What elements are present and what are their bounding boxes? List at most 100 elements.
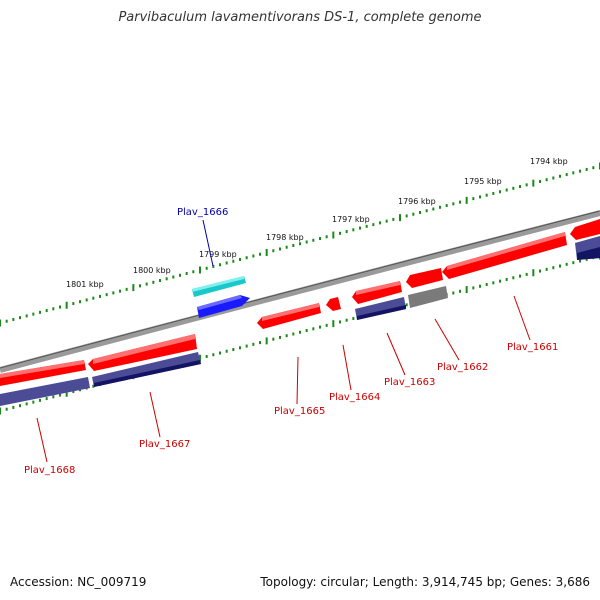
scale-dot	[492, 281, 495, 285]
scale-dot	[25, 402, 28, 406]
gene-label-plav-1668: Plav_1668	[24, 465, 75, 476]
scale-major-tick	[199, 354, 201, 362]
position-tick-label: 1794 kbp	[530, 157, 568, 166]
position-tick-label: 1797 kbp	[332, 215, 370, 224]
scale-dot	[512, 186, 515, 190]
scale-dot	[505, 188, 508, 192]
scale-dot	[245, 256, 248, 260]
scale-major-tick	[332, 320, 335, 328]
position-tick-label: 1795 kbp	[464, 177, 502, 186]
scale-dot	[319, 237, 321, 241]
scale-dot	[492, 191, 495, 195]
scale-dot	[312, 238, 315, 242]
scale-dot	[79, 300, 81, 304]
scale-dot	[325, 235, 328, 239]
scale-dot	[585, 257, 588, 261]
scale-dot	[419, 210, 421, 214]
gene-label-plav-1662: Plav_1662	[437, 362, 488, 373]
scale-dot	[12, 405, 15, 409]
accession-text: Accession: NC_009719	[10, 575, 147, 589]
gene-plav-1662-shadow	[408, 286, 448, 308]
scale-dot	[412, 212, 415, 216]
scale-major-tick	[465, 196, 468, 204]
scale-dot	[445, 204, 448, 208]
gene-plav-1668-shadow	[0, 377, 90, 406]
scale-dot	[472, 197, 475, 201]
scale-dot	[459, 200, 461, 204]
gene-plav-1662[interactable]	[406, 268, 443, 288]
scale-dot	[505, 277, 508, 281]
scale-dot	[252, 342, 255, 346]
scale-dot	[539, 269, 541, 273]
scale-dot	[552, 266, 555, 270]
scale-dot	[12, 317, 15, 321]
scale-dot	[525, 272, 528, 276]
gene-blue-feature[interactable]	[197, 295, 250, 318]
scale-dot	[579, 169, 581, 173]
scale-dot	[565, 173, 568, 177]
scale-dot	[219, 263, 221, 267]
gene-plav-1664[interactable]	[326, 297, 341, 311]
scale-dot	[552, 176, 555, 180]
scale-dot	[519, 274, 521, 278]
position-tick-label: 1796 kbp	[398, 197, 436, 206]
scale-dot	[85, 298, 88, 302]
gene-label-plav-1666: Plav_1666	[177, 207, 228, 218]
leader-plav-1661	[513, 295, 531, 341]
leader-plav-1667	[149, 391, 161, 438]
scale-dot	[205, 266, 208, 270]
position-tick-label: 1799 kbp	[199, 250, 237, 259]
scale-dot	[99, 294, 101, 298]
scale-dot	[499, 190, 501, 194]
scale-dot	[239, 346, 241, 350]
scale-dot	[232, 259, 235, 263]
scale-dot	[112, 291, 115, 295]
scale-dot	[572, 261, 575, 265]
scale-dot	[52, 395, 55, 399]
scale-major-tick	[65, 301, 68, 309]
scale-dot	[472, 286, 475, 290]
scale-dot	[159, 279, 161, 283]
gene-label-plav-1665: Plav_1665	[274, 406, 325, 417]
scale-major-tick	[199, 266, 201, 274]
scale-dot	[212, 353, 215, 357]
position-tick-label: 1801 kbp	[66, 280, 104, 289]
scale-dot	[245, 344, 248, 348]
leader-plav-1662	[434, 318, 460, 361]
scale-dot	[285, 245, 288, 249]
gene-label-plav-1663: Plav_1663	[384, 377, 435, 388]
scale-dot	[259, 252, 261, 256]
scale-dot	[385, 219, 388, 223]
scale-dot	[292, 243, 295, 247]
map-title: Parvibaculum lavamentivorans DS-1, compl…	[118, 10, 482, 25]
gene-edge-red[interactable]	[570, 219, 600, 240]
scale-dot	[92, 296, 95, 300]
scale-major-tick	[265, 337, 268, 345]
scale-dot	[272, 337, 275, 341]
scale-dot	[499, 279, 501, 283]
scale-dot	[405, 303, 408, 307]
leader-plav-1664	[342, 344, 352, 391]
outer-scale-dots	[0, 162, 600, 327]
genome-backbone	[0, 210, 600, 373]
scale-dot	[359, 226, 361, 230]
scale-dot	[259, 341, 261, 345]
scale-dot	[139, 284, 141, 288]
scale-dot	[125, 287, 128, 291]
scale-dot	[539, 179, 541, 183]
scale-dot	[185, 272, 188, 276]
scale-major-tick	[65, 389, 68, 397]
scale-dot	[225, 349, 228, 353]
scale-dot	[252, 254, 255, 258]
scale-dot	[205, 354, 208, 358]
scale-dot	[525, 183, 528, 187]
scale-major-tick	[132, 284, 135, 292]
scale-dot	[459, 289, 461, 293]
scale-dot	[352, 228, 355, 232]
scale-dot	[279, 247, 281, 251]
scale-dot	[345, 230, 348, 234]
position-tick-label: 1798 kbp	[266, 233, 304, 242]
scale-dot	[5, 319, 8, 323]
scale-dot	[579, 259, 581, 263]
scale-dot	[339, 320, 341, 324]
